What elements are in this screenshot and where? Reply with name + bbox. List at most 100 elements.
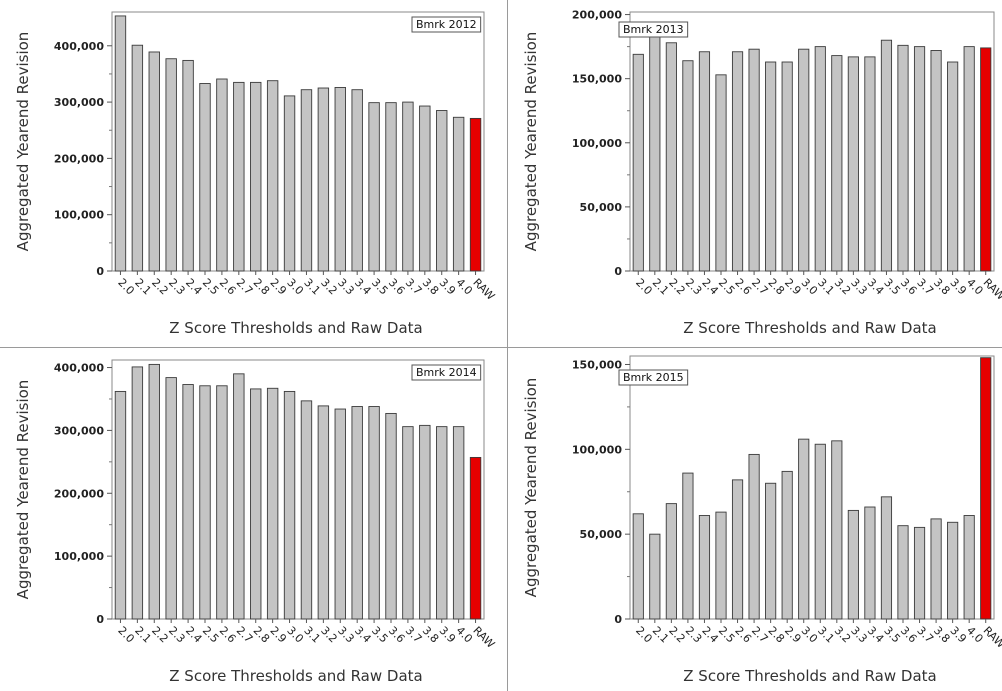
bar — [148, 363, 160, 620]
y-tick-label: 400,000 — [54, 40, 104, 53]
legend: Bmrk 2015 — [618, 369, 689, 386]
bar — [283, 390, 296, 620]
bar — [698, 515, 711, 620]
bar — [351, 89, 363, 272]
bar — [402, 426, 414, 620]
bar — [368, 406, 380, 620]
legend: Bmrk 2012 — [411, 16, 482, 33]
bar — [114, 15, 127, 272]
legend-label: Bmrk 2015 — [623, 371, 684, 384]
chart-panel-bmrk-2014: 0 100,000 200,000 300,000 400,000 2.0 2.1 2.2 2.… — [0, 348, 507, 691]
bar-chart-bmrk-2015: 050,000100,000150,0002.02.12.22.32.42.52… — [522, 355, 1002, 685]
bar — [897, 525, 909, 620]
x-tick-label: 3.9 — [437, 276, 459, 298]
bar — [930, 518, 942, 620]
bar — [283, 95, 296, 272]
legend: Bmrk 2013 — [618, 21, 689, 38]
bar — [182, 384, 194, 620]
legend-label: Bmrk 2013 — [623, 23, 684, 36]
y-tick-label: 100,000 — [54, 550, 104, 563]
bar — [682, 60, 694, 272]
y-tick-label: 0 — [96, 613, 104, 626]
x-tick-label: 2.3 — [166, 624, 188, 646]
x-tick-label: 3.1 — [301, 276, 323, 298]
x-tick-label: 2.1 — [132, 624, 154, 646]
chart-panel-bmrk-2015: 0 50,000 100,000 150,000 2.0 2.1 2.2 2.3 2.4 2.5 2… — [508, 348, 1002, 691]
y-tick-label: 300,000 — [54, 424, 104, 437]
bar-chart-bmrk-2012: 0100,000200,000300,000400,0002.02.12.22.… — [14, 11, 497, 337]
y-axis-label: Aggregated Yearend Revision — [522, 378, 540, 598]
bar — [182, 59, 194, 272]
bar — [831, 55, 843, 272]
bar — [665, 42, 677, 272]
bar — [300, 89, 313, 272]
y-tick-label: 100,000 — [572, 443, 622, 456]
bar — [897, 44, 909, 272]
bar — [880, 496, 893, 620]
bar — [731, 51, 744, 272]
y-tick-label: 200,000 — [54, 487, 104, 500]
x-tick-label: 2.4 — [183, 624, 205, 646]
bar — [632, 513, 644, 620]
bar — [731, 479, 744, 620]
x-tick-label: 3.3 — [335, 276, 357, 298]
bar — [765, 482, 777, 620]
y-tick-label: 400,000 — [54, 362, 104, 375]
bar — [947, 61, 959, 272]
x-tick-label: 2.6 — [217, 624, 239, 646]
bar — [781, 470, 793, 620]
bar — [814, 46, 826, 272]
x-tick-label: 3.4 — [352, 276, 374, 298]
bar — [649, 33, 661, 272]
y-tick-label: 50,000 — [580, 201, 623, 214]
bar — [351, 406, 363, 620]
bar — [334, 86, 346, 272]
y-tick-label: 150,000 — [572, 358, 622, 371]
bar — [798, 438, 810, 620]
x-tick-label: 3.8 — [420, 276, 442, 298]
bar — [419, 105, 431, 272]
bar-chart-bmrk-2013: 050,000100,000150,000200,0002.02.12.22.3… — [522, 9, 1002, 337]
y-tick-label: 100,000 — [572, 137, 622, 150]
x-tick-label: 3.0 — [284, 276, 306, 298]
bar — [368, 102, 380, 272]
bar — [317, 405, 330, 620]
x-tick-label: 2.5 — [200, 276, 222, 298]
bar — [698, 51, 711, 272]
bar — [781, 61, 793, 272]
x-axis-label: Z Score Thresholds and Raw Data — [683, 667, 936, 685]
y-tick-label: 200,000 — [572, 9, 622, 22]
bar — [847, 56, 859, 272]
x-tick-label: 3.9 — [437, 624, 459, 646]
legend-label: Bmrk 2012 — [416, 18, 477, 31]
x-tick-label: 3.3 — [335, 624, 357, 646]
x-tick-label: 3.8 — [420, 624, 442, 646]
bar — [250, 388, 262, 620]
y-axis-label: Aggregated Yearend Revision — [14, 380, 32, 600]
x-tick-label: 2.8 — [251, 624, 273, 646]
x-tick-label: RAW — [470, 276, 497, 303]
x-tick-label: 2.5 — [200, 624, 222, 646]
x-axis-label: Z Score Thresholds and Raw Data — [169, 319, 422, 337]
chart-panel-bmrk-2012: 0 100,000 200,000 300,000 400,000 2.0 2.1 2.2 2.… — [0, 0, 507, 347]
panel-divider-vertical — [507, 0, 508, 691]
bar — [665, 503, 677, 620]
x-tick-label: 2.8 — [251, 276, 273, 298]
x-tick-label: 3.2 — [318, 276, 340, 298]
bar — [452, 426, 465, 620]
bar — [814, 443, 826, 620]
bar — [930, 50, 942, 272]
bar — [649, 533, 661, 620]
bar — [963, 515, 975, 620]
bar — [199, 83, 211, 272]
bar — [682, 472, 694, 620]
x-tick-label: 3.5 — [369, 276, 391, 298]
y-tick-label: 0 — [614, 265, 622, 278]
legend-box — [618, 21, 689, 38]
bar-chart-bmrk-2014: 0100,000200,000300,000400,0002.02.12.22.… — [14, 359, 497, 685]
bar — [748, 48, 760, 272]
bar — [913, 526, 926, 620]
x-tick-label: 2.0 — [115, 276, 137, 298]
bar — [300, 400, 313, 620]
bar-raw — [980, 47, 992, 272]
